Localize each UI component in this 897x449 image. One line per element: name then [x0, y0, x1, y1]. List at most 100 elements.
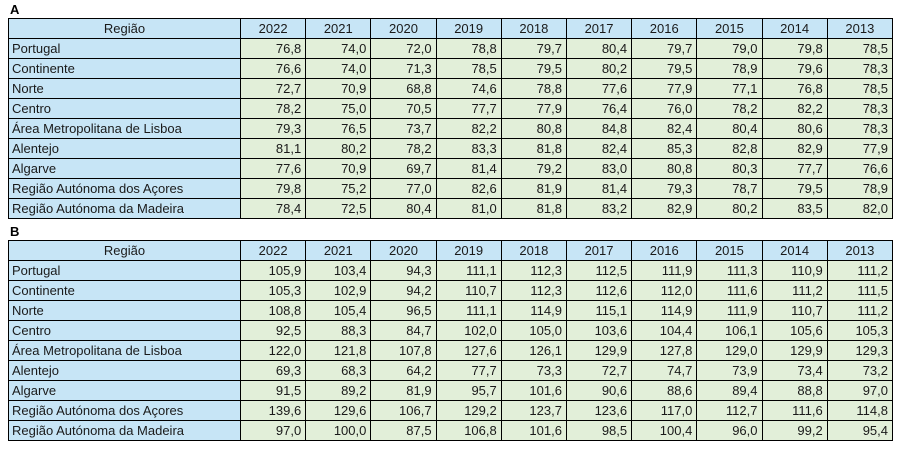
value-cell: 80,6 — [761, 118, 828, 139]
value-cell: 82,0 — [826, 198, 894, 219]
table-row: Portugal 76,8 74,0 72,0 78,8 79,7 80,4 79,7 79,0… — [8, 38, 894, 59]
value-cell: 97,0 — [826, 380, 894, 401]
value-cell: 129,0 — [696, 340, 763, 361]
year-column-header: 2016 — [631, 240, 698, 261]
value-cell: 78,2 — [370, 138, 437, 159]
value-cell: 97,0 — [239, 420, 307, 441]
value-cell: 77,6 — [565, 78, 633, 99]
year-column-header: 2021 — [305, 240, 372, 261]
year-column-header: 2021 — [305, 18, 372, 39]
value-cell: 94,3 — [370, 260, 437, 281]
value-cell: 106,1 — [696, 320, 763, 341]
value-cell: 80,2 — [696, 198, 763, 219]
value-cell: 73,2 — [826, 360, 894, 381]
table-row: Alentejo 69,3 68,3 64,2 77,7 73,3 72,7 74,7 73,9… — [8, 360, 894, 381]
value-cell: 70,9 — [305, 158, 372, 179]
value-cell: 105,4 — [305, 300, 372, 321]
value-cell: 81,4 — [565, 178, 633, 199]
value-cell: 78,8 — [435, 38, 502, 59]
table-header-row: Região 2022 2021 2020 2019 2018 2017 2016 2015 20… — [8, 240, 894, 261]
region-column-header: Região — [8, 240, 241, 261]
year-column-header: 2015 — [696, 18, 763, 39]
table-row: Norte 72,7 70,9 68,8 74,6 78,8 77,6 77,9 77,1 76,… — [8, 78, 894, 99]
value-cell: 77,6 — [239, 158, 307, 179]
value-cell: 78,7 — [696, 178, 763, 199]
value-cell: 111,6 — [696, 280, 763, 301]
value-cell: 84,8 — [565, 118, 633, 139]
value-cell: 76,6 — [239, 58, 307, 79]
value-cell: 70,9 — [305, 78, 372, 99]
value-cell: 108,8 — [239, 300, 307, 321]
value-cell: 126,1 — [500, 340, 567, 361]
value-cell: 106,7 — [370, 400, 437, 421]
year-column-header: 2014 — [761, 18, 828, 39]
table-row: Continente 105,3 102,9 94,2 110,7 112,3 112,6 1… — [8, 280, 894, 301]
value-cell: 64,2 — [370, 360, 437, 381]
value-cell: 111,9 — [696, 300, 763, 321]
value-cell: 101,6 — [500, 420, 567, 441]
value-cell: 100,0 — [305, 420, 372, 441]
value-cell: 76,5 — [305, 118, 372, 139]
value-cell: 96,0 — [696, 420, 763, 441]
value-cell: 82,4 — [565, 138, 633, 159]
value-cell: 77,0 — [370, 178, 437, 199]
value-cell: 91,5 — [239, 380, 307, 401]
value-cell: 78,3 — [826, 58, 894, 79]
table-row: Algarve 77,6 70,9 69,7 81,4 79,2 83,0 80,8 80,3 7… — [8, 158, 894, 179]
value-cell: 117,0 — [631, 400, 698, 421]
value-cell: 79,8 — [761, 38, 828, 59]
value-cell: 78,8 — [500, 78, 567, 99]
value-cell: 83,2 — [565, 198, 633, 219]
value-cell: 114,8 — [826, 400, 894, 421]
value-cell: 89,4 — [696, 380, 763, 401]
value-cell: 101,6 — [500, 380, 567, 401]
value-cell: 105,3 — [239, 280, 307, 301]
value-cell: 87,5 — [370, 420, 437, 441]
value-cell: 105,3 — [826, 320, 894, 341]
value-cell: 81,4 — [435, 158, 502, 179]
value-cell: 80,8 — [500, 118, 567, 139]
table-row: Centro 78,2 75,0 70,5 77,7 77,9 76,4 76,0 78,2 82… — [8, 98, 894, 119]
value-cell: 106,8 — [435, 420, 502, 441]
value-cell: 111,1 — [435, 300, 502, 321]
value-cell: 81,8 — [500, 198, 567, 219]
value-cell: 96,5 — [370, 300, 437, 321]
year-column-header: 2015 — [696, 240, 763, 261]
value-cell: 79,3 — [239, 118, 307, 139]
value-cell: 79,5 — [500, 58, 567, 79]
value-cell: 112,5 — [565, 260, 633, 281]
value-cell: 81,8 — [500, 138, 567, 159]
year-column-header: 2020 — [370, 240, 437, 261]
region-cell: Centro — [8, 320, 241, 341]
value-cell: 88,6 — [631, 380, 698, 401]
value-cell: 81,9 — [500, 178, 567, 199]
region-cell: Alentejo — [8, 360, 241, 381]
value-cell: 111,1 — [435, 260, 502, 281]
value-cell: 82,6 — [435, 178, 502, 199]
value-cell: 78,9 — [696, 58, 763, 79]
region-cell: Alentejo — [8, 138, 241, 159]
value-cell: 80,4 — [696, 118, 763, 139]
year-column-header: 2020 — [370, 18, 437, 39]
value-cell: 78,5 — [435, 58, 502, 79]
value-cell: 76,0 — [631, 98, 698, 119]
value-cell: 107,8 — [370, 340, 437, 361]
value-cell: 74,7 — [631, 360, 698, 381]
value-cell: 76,4 — [565, 98, 633, 119]
value-cell: 79,0 — [696, 38, 763, 59]
value-cell: 79,7 — [631, 38, 698, 59]
year-column-header: 2013 — [826, 18, 894, 39]
value-cell: 81,9 — [370, 380, 437, 401]
value-cell: 70,5 — [370, 98, 437, 119]
value-cell: 83,0 — [565, 158, 633, 179]
value-cell: 80,2 — [305, 138, 372, 159]
region-cell: Portugal — [8, 38, 241, 59]
value-cell: 78,9 — [826, 178, 894, 199]
value-cell: 80,4 — [565, 38, 633, 59]
value-cell: 79,5 — [631, 58, 698, 79]
value-cell: 105,0 — [500, 320, 567, 341]
value-cell: 72,5 — [305, 198, 372, 219]
value-cell: 111,9 — [631, 260, 698, 281]
value-cell: 78,2 — [239, 98, 307, 119]
value-cell: 78,3 — [826, 118, 894, 139]
